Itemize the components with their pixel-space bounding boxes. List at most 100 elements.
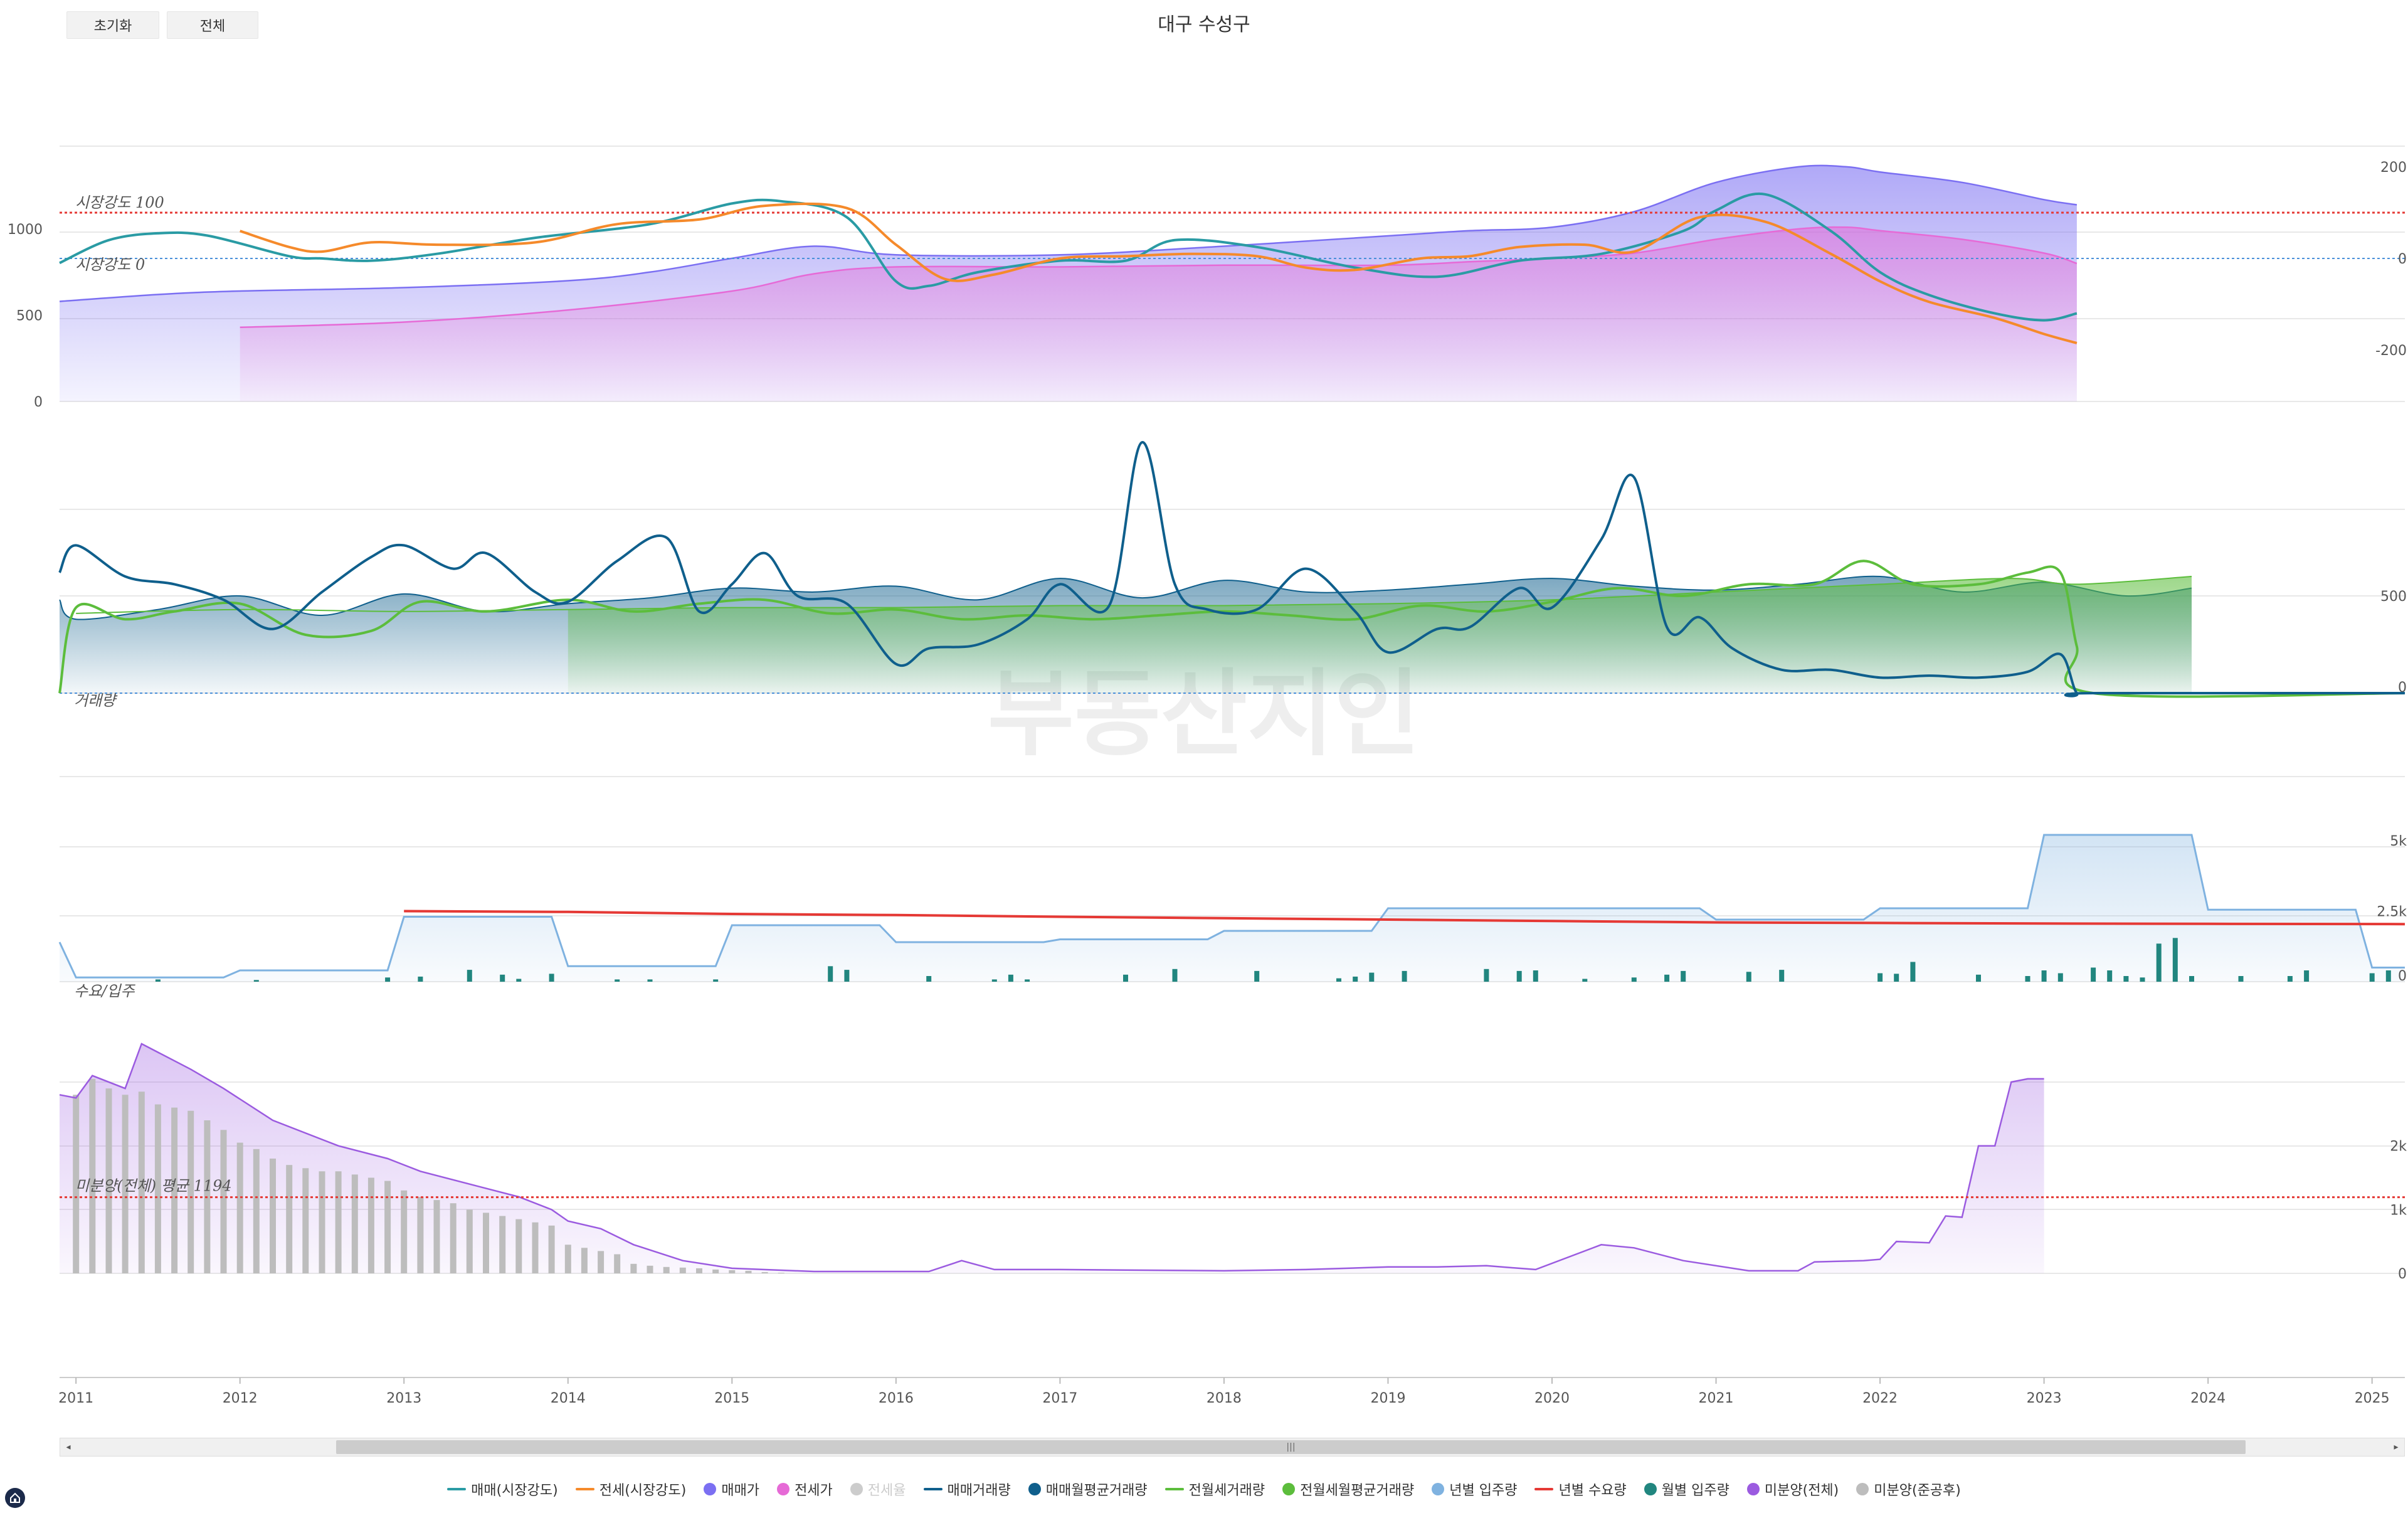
monthly-supply-bar [155, 979, 161, 982]
jeonse-volume-line [58, 560, 2405, 698]
legend-item[interactable]: 미분양(준공후) [1856, 1479, 1961, 1499]
x-axis-year-label: 2013 [386, 1391, 421, 1406]
unsold-completed-bar [466, 1209, 473, 1273]
jeonse-price-area [240, 227, 2077, 401]
scroll-thumb[interactable]: ||| [336, 1440, 2246, 1454]
monthly-supply-bar [500, 974, 505, 982]
monthly-supply-bar [2172, 938, 2178, 982]
all-range-button[interactable]: 전체 [167, 11, 258, 39]
legend-item[interactable]: 전월세월평균거래량 [1282, 1479, 1414, 1499]
monthly-supply-bar [1008, 974, 1013, 982]
yearly-demand-line [404, 910, 2405, 926]
x-axis-year-label: 2012 [223, 1391, 258, 1406]
legend-item[interactable]: 전월세거래량 [1164, 1479, 1265, 1499]
right-axis-tick: -200 [2375, 343, 2407, 359]
unsold-completed-bar [171, 1107, 178, 1273]
x-axis-year-label: 2014 [551, 1391, 586, 1406]
chart-title: 대구 수성구 [1158, 14, 1250, 36]
x-axis-year-label: 2018 [1207, 1391, 1242, 1406]
legend-dot-icon [777, 1483, 790, 1495]
legend-dot-icon [1282, 1483, 1296, 1495]
legend-item[interactable]: 년별 입주량 [1432, 1479, 1517, 1499]
unsold-completed-bar [367, 1177, 374, 1273]
monthly-supply-bar [2369, 973, 2375, 982]
monthly-supply-bar [926, 976, 932, 982]
monthly-supply-bar [1877, 973, 1883, 982]
monthly-supply-bar [1779, 970, 1785, 982]
legend-dot-icon [1028, 1483, 1041, 1495]
unsold-completed-bar [761, 1272, 768, 1273]
monthly-supply-bar [828, 966, 833, 982]
monthly-supply-bar [844, 970, 850, 982]
annotation-strength-0: 시장강도 0 [75, 256, 145, 273]
monthly-supply-bar [516, 979, 522, 982]
scroll-right-icon[interactable]: ▸ [2388, 1438, 2404, 1456]
monthly-supply-bar [1025, 979, 1030, 982]
unsold-total-line [59, 1043, 2044, 1273]
legend-item-label: 매매가 [721, 1483, 760, 1499]
legend-item[interactable]: 매매거래량 [923, 1479, 1011, 1499]
home-icon[interactable] [5, 1488, 25, 1508]
legend-dot-icon [1644, 1483, 1657, 1495]
legend-item[interactable]: 매매월평균거래량 [1028, 1479, 1148, 1499]
right-axis-tick: 0 [2398, 969, 2407, 984]
unsold-average-annotation: 미분양(전체) 평균 1194 [75, 1177, 232, 1195]
unsold-completed-bar [647, 1265, 653, 1273]
legend-item-label: 미분양(준공후) [1874, 1483, 1961, 1499]
legend-item[interactable]: 전세율 [850, 1479, 906, 1499]
reset-button[interactable]: 초기화 [66, 11, 159, 39]
unsold-total-area [60, 1044, 2044, 1273]
monthly-supply-bar [1582, 979, 1588, 982]
unsold-completed-bar [745, 1270, 752, 1273]
x-axis-year-label: 2019 [1370, 1391, 1405, 1406]
legend-dot-icon [704, 1483, 717, 1495]
x-axis-year-label: 2024 [2190, 1391, 2226, 1406]
legend-item[interactable]: 매매(시장강도) [447, 1479, 558, 1499]
legend-item-label: 전월세거래량 [1188, 1483, 1265, 1499]
monthly-supply-bar [713, 979, 719, 982]
unsold-completed-bar [270, 1159, 276, 1273]
unsold-completed-bar [548, 1225, 555, 1274]
right-axis-tick: 5k [2390, 834, 2407, 849]
legend-item[interactable]: 매매가 [704, 1479, 759, 1499]
legend-item-label: 월별 입주량 [1661, 1483, 1729, 1499]
monthly-supply-bar [1746, 972, 1751, 982]
unsold-completed-bar [286, 1165, 293, 1273]
unsold-completed-bar [564, 1245, 571, 1274]
legend-item-label: 미분양(전체) [1764, 1483, 1839, 1499]
monthly-supply-bar [1631, 977, 1637, 982]
unsold-completed-bar [483, 1213, 489, 1273]
unsold-completed-bar [712, 1269, 719, 1273]
unsold-completed-bar [335, 1171, 342, 1273]
monthly-supply-bar [1254, 970, 1260, 982]
unsold-completed-bar [401, 1190, 408, 1273]
right-axis-tick: 2.5k [2377, 905, 2407, 920]
monthly-supply-bar [647, 979, 653, 982]
legend-item[interactable]: 월별 입주량 [1644, 1479, 1729, 1499]
jeonse-monthly-avg-line [76, 576, 2192, 614]
monthly-supply-bar [1664, 974, 1670, 982]
legend-item[interactable]: 전세(시장강도) [575, 1479, 686, 1499]
legend-item[interactable]: 미분양(전체) [1746, 1479, 1839, 1499]
yearly-supply-line [58, 834, 2405, 979]
monthly-supply-bar [418, 976, 423, 982]
sale-price-line [59, 164, 2078, 302]
scroll-left-icon[interactable]: ◂ [60, 1438, 77, 1456]
unsold-completed-bar [614, 1254, 621, 1273]
annotation-strength-100: 시장강도 100 [75, 194, 164, 211]
monthly-supply-bar [2091, 967, 2096, 982]
unsold-completed-bar [729, 1270, 736, 1273]
x-axis-year-label: 2011 [58, 1391, 93, 1406]
unsold-completed-bar [663, 1266, 670, 1273]
legend-item-label: 년별 수요량 [1558, 1483, 1627, 1499]
legend-item[interactable]: 년별 수요량 [1534, 1479, 1627, 1499]
unsold-completed-bar [122, 1095, 129, 1273]
unsold-completed-bar [220, 1130, 227, 1274]
legend-line-icon [923, 1488, 943, 1490]
legend-line-icon [575, 1488, 594, 1490]
monthly-supply-bar [2140, 977, 2145, 982]
range-scrollbar[interactable]: ◂ ||| ▸ [60, 1438, 2405, 1457]
x-axis-year-label: 2017 [1042, 1391, 1077, 1406]
legend-item[interactable]: 전세가 [777, 1479, 833, 1499]
